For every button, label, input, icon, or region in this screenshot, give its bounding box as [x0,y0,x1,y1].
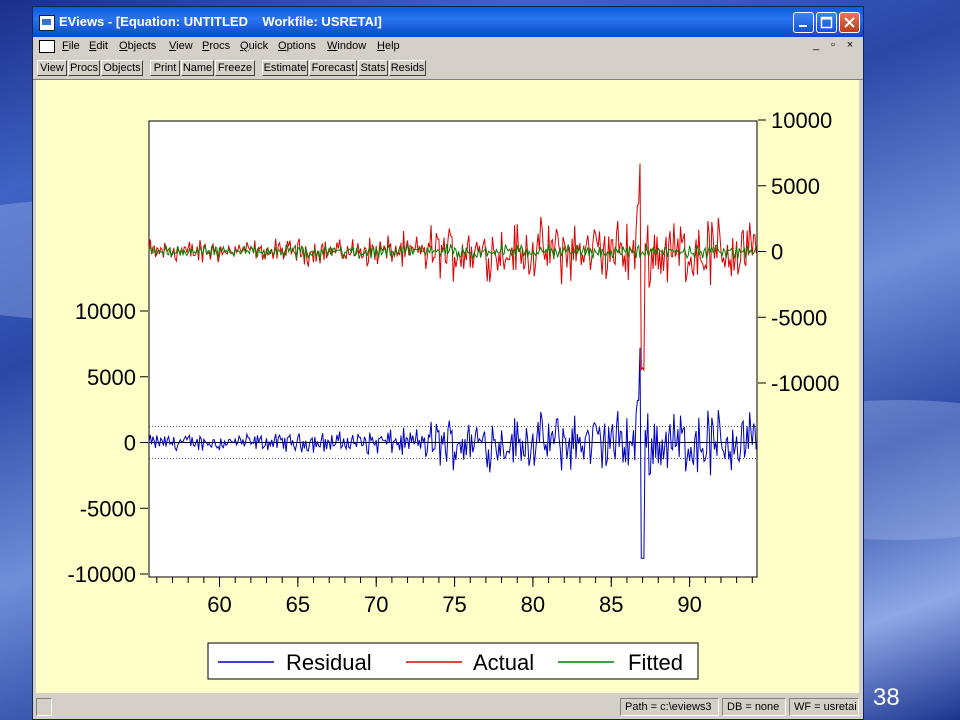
window-title: EViews - [Equation: UNTITLED Workfile: U… [59,14,382,29]
legend-label-fitted: Fitted [628,650,683,675]
slide-number: 38 [873,684,900,711]
menu-bar: File Edit Objects View Procs Quick Optio… [33,37,863,57]
status-bar: Path = c:\eviews3 DB = none WF = usretai [33,695,863,719]
x-axis-label: 75 [442,592,466,617]
x-axis-label: 80 [521,592,545,617]
menu-view[interactable]: View [169,40,193,52]
menu-help[interactable]: Help [377,40,400,52]
title-bar[interactable]: EViews - [Equation: UNTITLED Workfile: U… [33,7,863,37]
mdi-close-button[interactable]: × [846,39,854,51]
menu-window[interactable]: Window [327,40,367,52]
plot-frame [148,120,758,578]
x-axis-label: 65 [286,592,310,617]
menu-edit[interactable]: Edit [89,40,108,52]
menu-procs[interactable]: Procs [202,40,231,52]
menu-quick[interactable]: Quick [240,40,269,52]
freeze-button[interactable]: Freeze [215,60,255,76]
status-empty-box [36,698,52,716]
object-toolbar: View Procs Objects Print Name Freeze Est… [33,57,863,80]
right-axis-label: -5000 [771,305,827,330]
minimize-icon [799,25,807,27]
x-axis-label: 70 [364,592,388,617]
close-icon [844,17,855,28]
x-axis-label: 85 [599,592,623,617]
menu-options[interactable]: Options [278,40,316,52]
maximize-button[interactable] [816,12,837,33]
legend-label-residual: Residual [286,650,372,675]
graph-area: 10000 5000 0 -5000 -10000 10000 5000 0 -5000 -100… [36,80,859,693]
menu-objects[interactable]: Objects [119,40,157,52]
eviews-window: EViews - [Equation: UNTITLED Workfile: U… [32,6,864,720]
forecast-button[interactable]: Forecast [309,60,357,76]
status-db: DB = none [722,698,786,716]
left-axis-label: 10000 [75,299,136,324]
residual-series-line [148,347,757,559]
document-icon[interactable] [39,40,55,53]
mdi-minimize-button[interactable]: _ [812,39,820,51]
procs-button[interactable]: Procs [68,60,100,76]
mdi-restore-button[interactable]: ▫ [831,39,835,51]
left-axis-label: -5000 [80,496,136,521]
menu-file[interactable]: File [62,40,80,52]
print-button[interactable]: Print [150,60,180,76]
left-axis-label: 5000 [87,365,136,390]
fitted-series-line [148,243,757,260]
x-axis-label: 90 [677,592,701,617]
status-wf: WF = usretai [789,698,859,716]
right-axis-label: -10000 [771,371,840,396]
left-axis-label: 0 [124,431,136,456]
status-path: Path = c:\eviews3 [620,698,719,716]
stats-button[interactable]: Stats [358,60,388,76]
name-button[interactable]: Name [181,60,214,76]
right-axis-label: 0 [771,240,783,265]
resids-button[interactable]: Resids [389,60,426,76]
close-button[interactable] [839,12,860,33]
minimize-button[interactable] [793,12,814,33]
x-axis-label: 60 [207,592,231,617]
legend-label-actual: Actual [473,650,534,675]
estimate-button[interactable]: Estimate [262,60,308,76]
left-axis-label: -10000 [67,562,136,587]
view-button[interactable]: View [37,60,67,76]
maximize-icon [820,16,833,29]
residual-actual-fitted-chart: 10000 5000 0 -5000 -10000 10000 5000 0 -5000 -100… [67,108,840,680]
right-axis-label: 5000 [771,174,820,199]
objects-button[interactable]: Objects [101,60,143,76]
legend-box [207,642,699,680]
eviews-app-icon[interactable] [39,15,55,31]
right-axis-label: 10000 [771,108,832,133]
